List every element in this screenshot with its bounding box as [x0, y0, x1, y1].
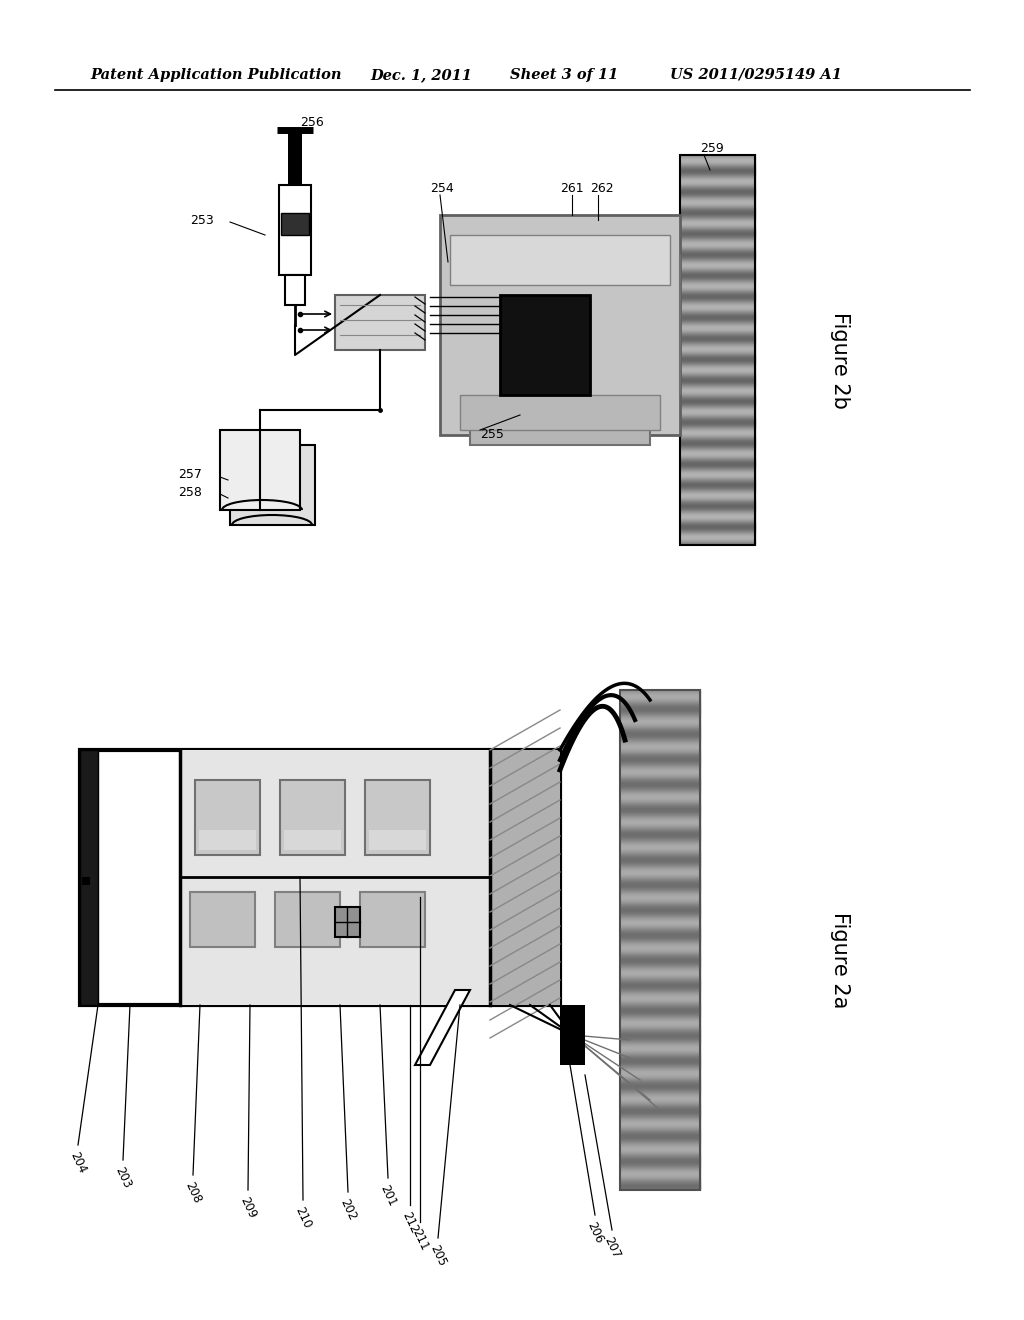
- Text: 210: 210: [293, 1205, 313, 1230]
- Text: Figure 2b: Figure 2b: [830, 312, 850, 408]
- Bar: [335, 907, 360, 937]
- Bar: [220, 430, 300, 510]
- Text: Sheet 3 of 11: Sheet 3 of 11: [510, 69, 618, 82]
- Bar: [500, 294, 590, 395]
- Bar: [80, 750, 98, 1005]
- Text: US 2011/0295149 A1: US 2011/0295149 A1: [670, 69, 842, 82]
- Bar: [199, 830, 256, 850]
- Bar: [490, 750, 560, 1005]
- Text: Dec. 1, 2011: Dec. 1, 2011: [370, 69, 472, 82]
- Bar: [335, 294, 425, 350]
- Text: 205: 205: [427, 1243, 449, 1269]
- Bar: [82, 876, 90, 884]
- Text: 257: 257: [178, 469, 202, 482]
- Bar: [365, 780, 430, 855]
- Bar: [440, 215, 680, 436]
- Bar: [279, 185, 311, 275]
- Text: 209: 209: [238, 1195, 259, 1221]
- Bar: [450, 235, 670, 285]
- Text: 259: 259: [700, 141, 724, 154]
- Text: 261: 261: [560, 181, 584, 194]
- Text: 206: 206: [585, 1220, 605, 1246]
- Bar: [230, 445, 315, 525]
- Bar: [680, 154, 755, 545]
- Bar: [560, 1005, 585, 1065]
- Bar: [190, 892, 255, 946]
- Bar: [275, 892, 340, 946]
- Text: Figure 2a: Figure 2a: [830, 912, 850, 1008]
- Text: 207: 207: [601, 1236, 623, 1261]
- Text: 201: 201: [378, 1183, 398, 1209]
- Text: 258: 258: [178, 486, 202, 499]
- Text: 212: 212: [399, 1210, 421, 1236]
- Bar: [360, 892, 425, 946]
- Text: 211: 211: [410, 1228, 431, 1253]
- Bar: [288, 129, 302, 185]
- Text: 204: 204: [68, 1150, 89, 1176]
- Bar: [470, 414, 650, 445]
- Text: 255: 255: [480, 429, 504, 441]
- Bar: [80, 750, 560, 1005]
- Bar: [285, 275, 305, 305]
- Bar: [284, 830, 341, 850]
- Text: Patent Application Publication: Patent Application Publication: [90, 69, 341, 82]
- Bar: [195, 780, 260, 855]
- Text: 253: 253: [190, 214, 214, 227]
- Bar: [280, 780, 345, 855]
- Bar: [180, 750, 490, 1005]
- Text: 203: 203: [113, 1166, 133, 1191]
- Text: 256: 256: [300, 116, 324, 128]
- Text: 208: 208: [182, 1180, 204, 1205]
- Bar: [281, 213, 309, 235]
- Text: 254: 254: [430, 181, 454, 194]
- Bar: [620, 690, 700, 1191]
- Polygon shape: [415, 990, 470, 1065]
- Text: 202: 202: [337, 1197, 358, 1222]
- Bar: [369, 830, 426, 850]
- Text: 262: 262: [590, 181, 613, 194]
- Bar: [460, 395, 660, 430]
